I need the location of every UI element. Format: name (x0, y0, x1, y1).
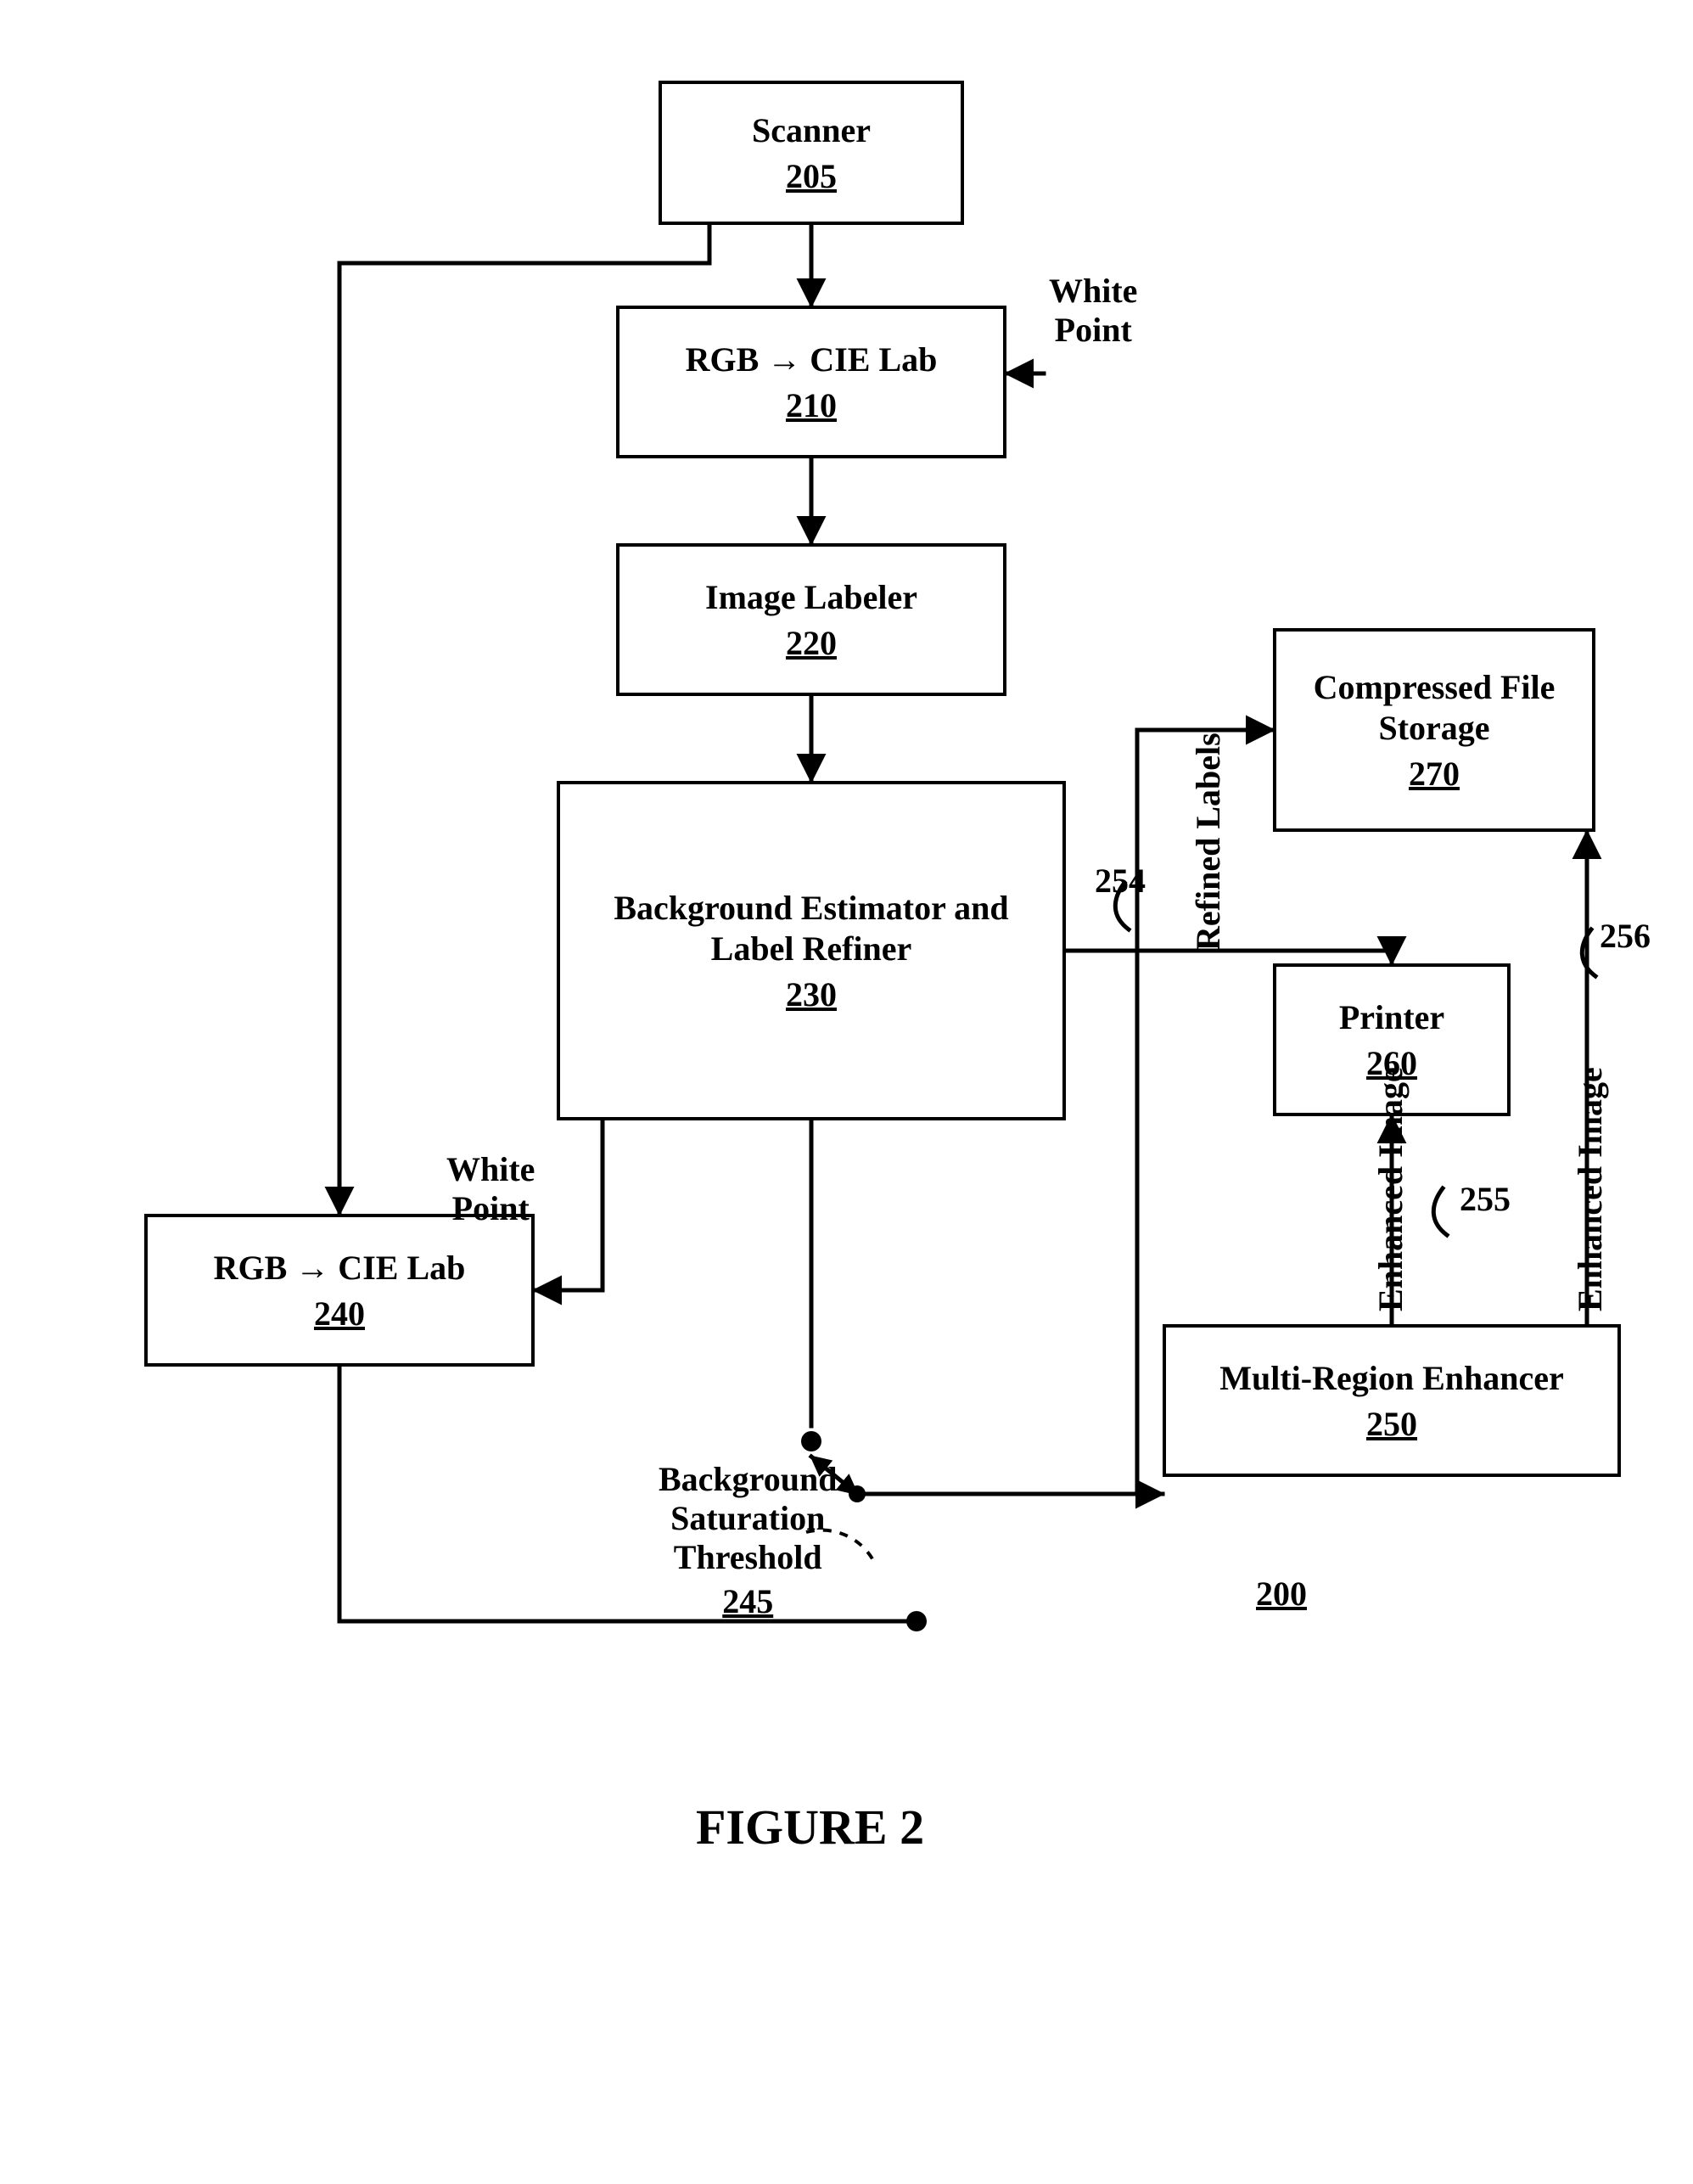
box-bg-ref: 230 (786, 974, 837, 1014)
label-ref254: 254 (1095, 862, 1146, 901)
box-labeler: Image Labeler 220 (616, 543, 1006, 696)
box-bg-label: Background Estimator andLabel Refiner (614, 888, 1008, 969)
box-storage-ref: 270 (1409, 754, 1460, 794)
box-rgb210-label: RGB → CIE Lab (686, 340, 938, 380)
label-ref200: 200 (1256, 1575, 1307, 1614)
box-enhancer-label: Multi-Region Enhancer (1219, 1358, 1564, 1399)
box-storage: Compressed FileStorage 270 (1273, 628, 1595, 832)
label-whitePoint1: WhitePoint (1049, 272, 1137, 350)
box-scanner-label: Scanner (752, 110, 871, 151)
box-bg: Background Estimator andLabel Refiner 230 (557, 781, 1066, 1120)
box-storage-label: Compressed FileStorage (1314, 667, 1556, 749)
label-bgSat: BackgroundSaturationThreshold245 (659, 1460, 837, 1621)
box-printer-label: Printer (1339, 997, 1444, 1038)
box-rgb240-label: RGB → CIE Lab (214, 1248, 466, 1289)
box-labeler-ref: 220 (786, 623, 837, 663)
label-ref255: 255 (1460, 1180, 1511, 1219)
label-figure: FIGURE 2 (696, 1799, 924, 1856)
box-rgb210: RGB → CIE Lab 210 (616, 306, 1006, 458)
edge-label-enh1: Enhanced Image (1371, 1067, 1410, 1311)
box-enhancer: Multi-Region Enhancer 250 (1163, 1324, 1621, 1477)
diagram-stage: Scanner 205 RGB → CIE Lab 210 Image Labeler 2… (0, 0, 1693, 2184)
box-rgb240-ref: 240 (314, 1294, 365, 1333)
edge-label-refined: Refined Labels (1188, 733, 1228, 951)
box-scanner: Scanner 205 (659, 81, 964, 225)
label-ref256: 256 (1600, 917, 1651, 956)
edge-label-enh2: Enhanced Image (1570, 1067, 1610, 1311)
box-rgb210-ref: 210 (786, 385, 837, 425)
box-scanner-ref: 205 (786, 156, 837, 196)
box-enhancer-ref: 250 (1366, 1404, 1417, 1444)
label-whitePoint2: WhitePoint (446, 1150, 535, 1228)
box-rgb240: RGB → CIE Lab 240 (144, 1214, 535, 1367)
box-labeler-label: Image Labeler (705, 577, 917, 618)
